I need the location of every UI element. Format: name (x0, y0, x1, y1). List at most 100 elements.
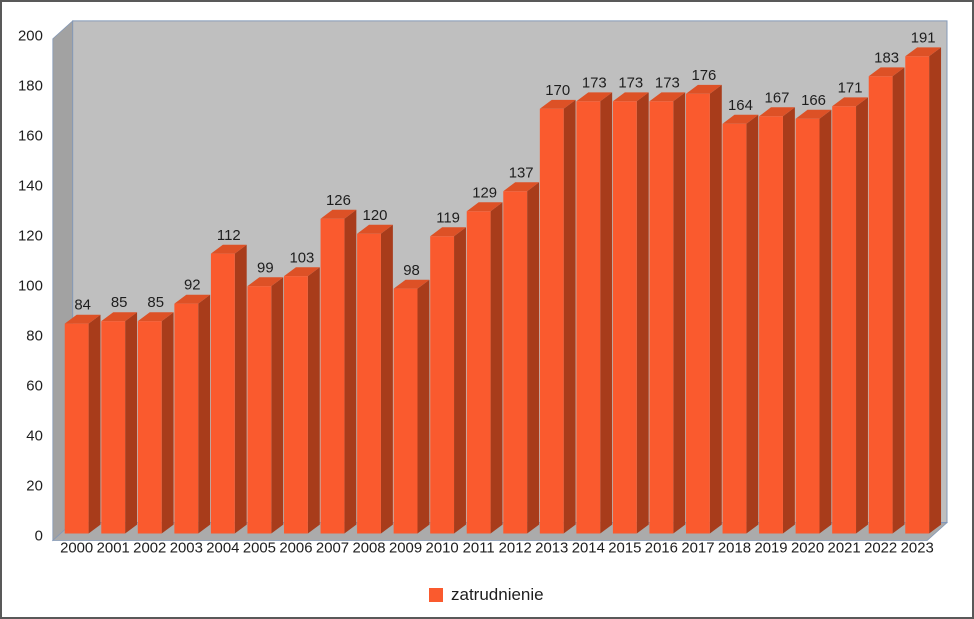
bar-front-face (612, 101, 637, 534)
bar-front-face (576, 101, 601, 534)
y-axis-tick-label: 200 (18, 29, 43, 45)
x-axis-category-label: 2001 (97, 540, 130, 556)
bar-side-face (344, 209, 357, 534)
bar-top-face (576, 92, 613, 102)
bar-value-label: 170 (545, 83, 570, 99)
bar-2008 (357, 224, 393, 534)
bar-top-face (649, 92, 686, 102)
bar-value-label: 85 (147, 295, 164, 311)
bar-front-face (905, 56, 930, 534)
bar-2018 (722, 114, 759, 534)
bar-value-label: 176 (691, 68, 716, 84)
x-axis-category-label: 2020 (791, 540, 824, 556)
y-axis-tick-label: 60 (26, 379, 43, 395)
legend-label: zatrudnienie (451, 585, 544, 604)
bar-top-face (503, 182, 540, 192)
bar-2012 (503, 182, 540, 534)
bar-side-face (380, 224, 393, 534)
bar-value-label: 84 (74, 298, 91, 314)
bar-side-face (307, 267, 320, 534)
bar-2020 (795, 109, 832, 534)
x-axis-category-label: 2004 (206, 540, 239, 556)
bar-side-face (234, 244, 247, 534)
bar-value-label: 85 (111, 295, 128, 311)
x-axis-category-label: 2011 (463, 540, 495, 556)
x-axis-category-label: 2005 (243, 540, 276, 556)
bar-top-face (357, 224, 393, 234)
x-axis-category-label: 2017 (681, 540, 714, 556)
bar-front-face (430, 236, 455, 534)
bar-side-face (454, 227, 466, 534)
bar-side-face (198, 294, 211, 534)
x-axis-category-label: 2006 (279, 540, 312, 556)
bar-2001 (101, 312, 138, 534)
bar-top-face (137, 312, 174, 322)
bar-2010 (430, 227, 466, 534)
bar-front-face (284, 276, 308, 534)
bar-front-face (357, 233, 381, 534)
x-axis-category-label: 2013 (535, 540, 568, 556)
bar-side-face (782, 107, 795, 534)
x-axis-category-label: 2007 (316, 540, 349, 556)
bar-front-face (795, 118, 820, 534)
bar-2011 (466, 202, 503, 534)
y-axis-tick-label: 40 (26, 429, 43, 445)
x-axis-category-label: 2016 (645, 540, 678, 556)
y-axis-tick-label: 120 (18, 229, 43, 245)
bar-top-face (612, 92, 649, 102)
bar-side-face (417, 279, 430, 534)
x-axis-category-label: 2003 (170, 540, 203, 556)
bar-2005 (247, 277, 284, 534)
bar-front-face (174, 303, 199, 534)
bar-side-face (88, 314, 101, 534)
bar-top-face (832, 97, 868, 107)
bar-side-face (161, 312, 174, 534)
bar-value-label: 171 (838, 80, 863, 96)
bar-side-face (929, 47, 942, 534)
bar-top-face (64, 314, 101, 324)
bar-side-face (709, 84, 722, 534)
bar-2022 (868, 67, 905, 534)
x-axis-category-label: 2014 (572, 540, 605, 556)
bar-front-face (247, 286, 272, 534)
bar-2002 (137, 312, 174, 534)
bar-value-label: 167 (765, 90, 790, 106)
bar-2013 (539, 99, 576, 534)
bar-top-face (759, 107, 795, 117)
bar-side-face (600, 92, 613, 534)
bar-value-label: 164 (728, 98, 753, 114)
bar-front-face (101, 321, 126, 534)
y-axis-tick-label: 160 (18, 129, 43, 145)
bar-value-label: 191 (911, 30, 936, 46)
bar-2007 (320, 209, 357, 534)
y-axis-tick-label: 20 (26, 479, 43, 495)
x-axis-category-label: 2019 (754, 540, 787, 556)
bar-2023 (905, 47, 942, 534)
bar-front-face (64, 323, 89, 534)
bar-value-label: 173 (582, 75, 607, 91)
bar-2006 (284, 267, 320, 534)
bar-top-face (101, 312, 138, 322)
bar-front-face (722, 123, 747, 534)
bar-value-label: 92 (184, 278, 201, 294)
bar-value-label: 137 (509, 165, 534, 181)
x-axis-category-label: 2021 (828, 540, 861, 556)
bar-2004 (210, 244, 247, 534)
bar-side-face (490, 202, 503, 534)
legend: zatrudnienie (429, 586, 544, 603)
bar-value-label: 119 (436, 210, 460, 226)
bar-value-label: 183 (874, 50, 899, 66)
bar-value-label: 99 (257, 260, 274, 276)
x-axis-category-label: 2002 (133, 540, 166, 556)
bar-value-label: 173 (655, 75, 680, 91)
bar-2003 (174, 294, 211, 534)
bar-2019 (759, 107, 795, 534)
bar-front-face (210, 253, 235, 534)
bar-top-face (174, 294, 211, 304)
bar-side-face (527, 182, 540, 534)
bar-front-face (539, 108, 564, 534)
bar-front-face (320, 218, 345, 534)
bar-front-face (686, 93, 710, 534)
bar-top-face (430, 227, 466, 237)
